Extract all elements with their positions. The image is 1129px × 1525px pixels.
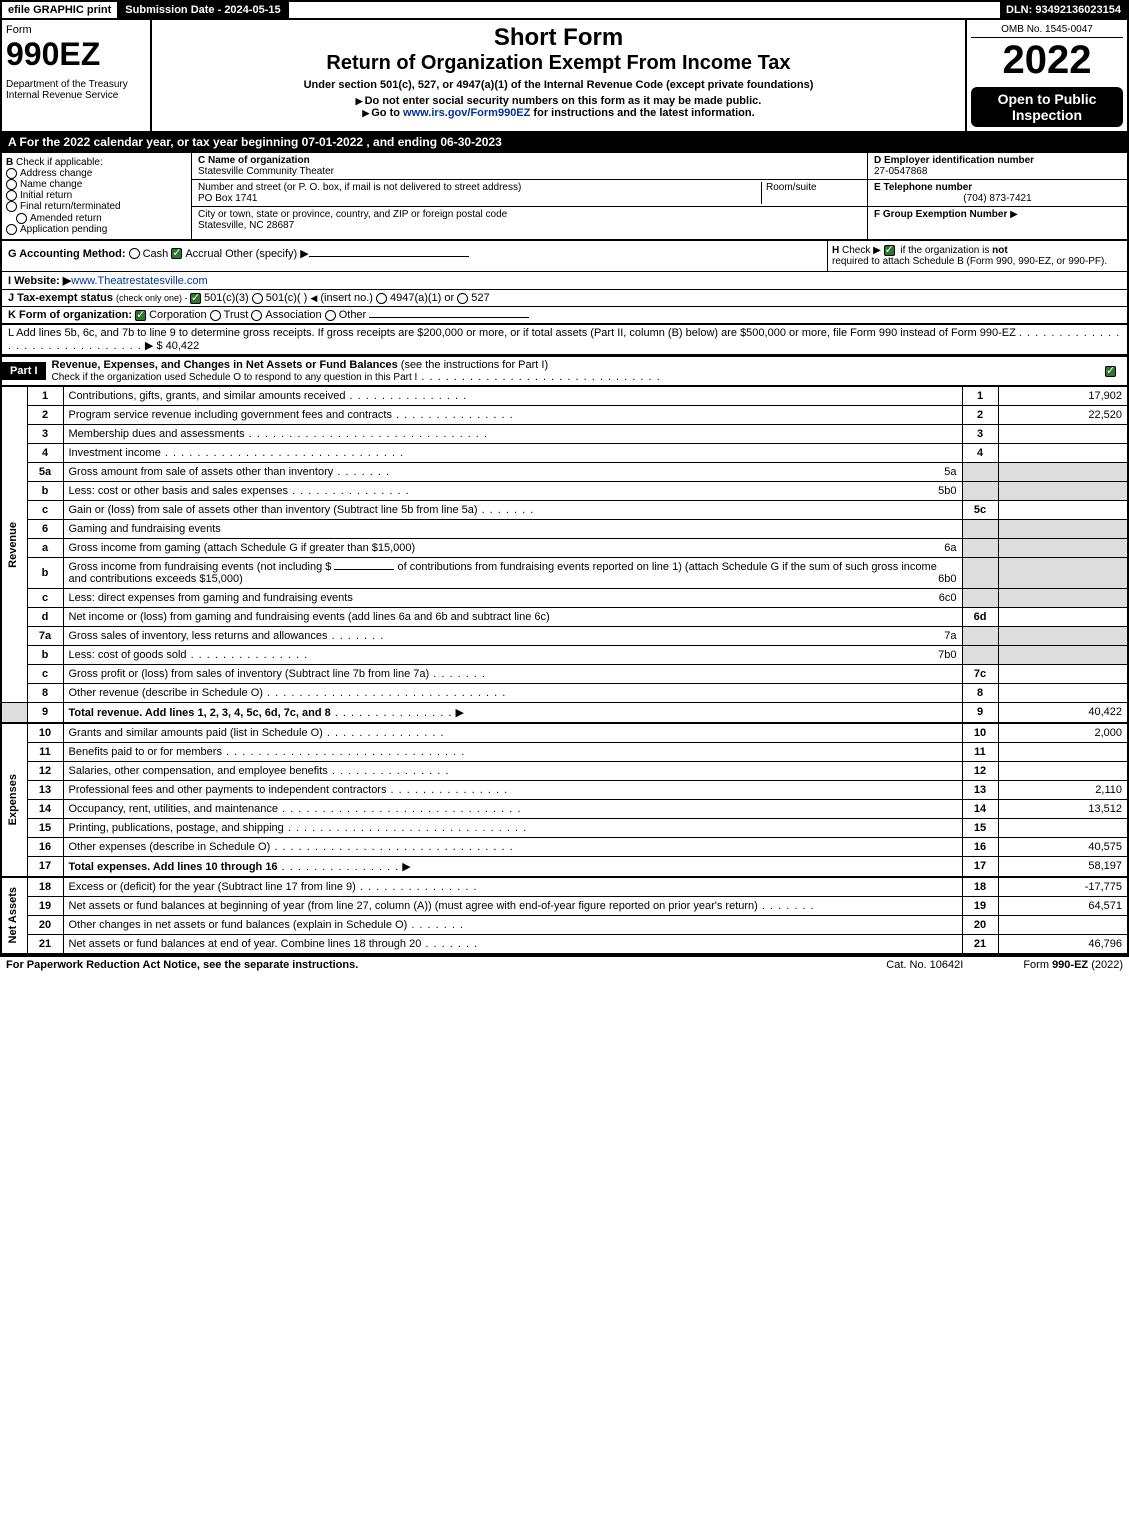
form-word: Form [6,24,146,36]
cb-corporation[interactable] [135,310,146,321]
irs-link[interactable]: www.irs.gov/Form990EZ [403,107,530,119]
form-number: 990EZ [6,36,146,73]
omb-no: OMB No. 1545-0047 [971,24,1123,38]
submission-date: Submission Date - 2024-05-15 [119,2,288,18]
short-form-title: Short Form [156,24,961,52]
room-suite-label: Room/suite [761,182,861,204]
org-name: Statesville Community Theater [198,166,861,177]
irs: Internal Revenue Service [6,90,146,101]
phone-value: (704) 873-7421 [874,193,1121,204]
cb-accrual[interactable] [171,248,182,259]
opt-name-change: Name change [20,179,82,190]
cb-address-change[interactable] [6,168,17,179]
h-label: Check ▶ [842,245,881,256]
cb-initial-return[interactable] [6,190,17,201]
goto-note: Go to www.irs.gov/Form990EZ for instruct… [156,107,961,119]
cb-final-return[interactable] [6,201,17,212]
d-label: D Employer identification number [874,155,1121,166]
tax-exempt-row: J Tax-exempt status (check only one) - 5… [0,290,1129,307]
cb-501c[interactable] [252,293,263,304]
cb-amended-return[interactable] [16,213,27,224]
form-header: Form 990EZ Department of the Treasury In… [0,20,1129,133]
footer: For Paperwork Reduction Act Notice, see … [0,955,1129,973]
h-text: if the organization is [900,245,992,256]
side-expenses: Expenses [7,774,19,825]
cb-association[interactable] [251,310,262,321]
part1-label: Part I [2,362,46,380]
cb-501c3[interactable] [190,293,201,304]
line-l: L Add lines 5b, 6c, and 7b to line 9 to … [0,325,1129,356]
cb-other-org[interactable] [325,310,336,321]
cb-schedule-o[interactable] [1105,366,1116,377]
f-arrow: ▶ [1010,209,1018,220]
c-label: C Name of organization [198,155,861,166]
info-block: B Check if applicable: Address change Na… [0,153,1129,241]
cat-no: Cat. No. 10642I [886,959,963,971]
ein-value: 27-0547868 [874,166,1121,177]
cb-trust[interactable] [210,310,221,321]
return-title: Return of Organization Exempt From Incom… [156,52,961,75]
form-ref: Form 990-EZ (2022) [1023,959,1123,971]
opt-final-return: Final return/terminated [20,202,121,213]
opt-address-change: Address change [20,168,92,179]
cb-cash[interactable] [129,248,140,259]
b-label: Check if applicable: [16,157,103,168]
top-bar: efile GRAPHIC print Submission Date - 20… [0,0,1129,20]
efile-print[interactable]: efile GRAPHIC print [2,2,119,18]
city-label: City or town, state or province, country… [198,209,861,220]
street-label: Number and street (or P. O. box, if mail… [198,182,761,193]
dln: DLN: 93492136023154 [1000,2,1127,18]
website-link[interactable]: www.Theatrestatesville.com [71,275,207,287]
f-label: F Group Exemption Number [874,209,1007,220]
paperwork-notice: For Paperwork Reduction Act Notice, see … [6,959,358,971]
h-rest: required to attach Schedule B (Form 990,… [832,256,1107,267]
side-netassets: Net Assets [7,887,19,943]
dept-treasury: Department of the Treasury [6,79,146,90]
opt-amended-return: Amended return [30,213,102,224]
cb-4947[interactable] [376,293,387,304]
open-public-badge: Open to Public Inspection [971,87,1123,127]
cb-527[interactable] [457,293,468,304]
cb-name-change[interactable] [6,179,17,190]
opt-accrual: Accrual [185,248,222,260]
cb-schedule-b[interactable] [884,245,895,256]
website-row: I Website: ▶www.Theatrestatesville.com [0,272,1129,290]
city-value: Statesville, NC 28687 [198,220,861,231]
opt-initial-return: Initial return [20,190,72,201]
opt-cash: Cash [143,248,169,260]
ssn-note: Do not enter social security numbers on … [156,95,961,107]
form-org-row: K Form of organization: Corporation Trus… [0,307,1129,325]
section-a: A For the 2022 calendar year, or tax yea… [0,133,1129,153]
e-label: E Telephone number [874,182,1121,193]
part1-header: Part I Revenue, Expenses, and Changes in… [0,356,1129,387]
cb-application-pending[interactable] [6,224,17,235]
lines-table: Revenue 1Contributions, gifts, grants, a… [0,387,1129,955]
street-value: PO Box 1741 [198,193,761,204]
side-revenue: Revenue [7,522,19,568]
g-label: G Accounting Method: [8,248,126,260]
opt-application-pending: Application pending [20,224,107,235]
opt-other-specify: Other (specify) ▶ [225,248,309,260]
tax-year: 2022 [971,38,1123,83]
subtitle: Under section 501(c), 527, or 4947(a)(1)… [156,79,961,91]
